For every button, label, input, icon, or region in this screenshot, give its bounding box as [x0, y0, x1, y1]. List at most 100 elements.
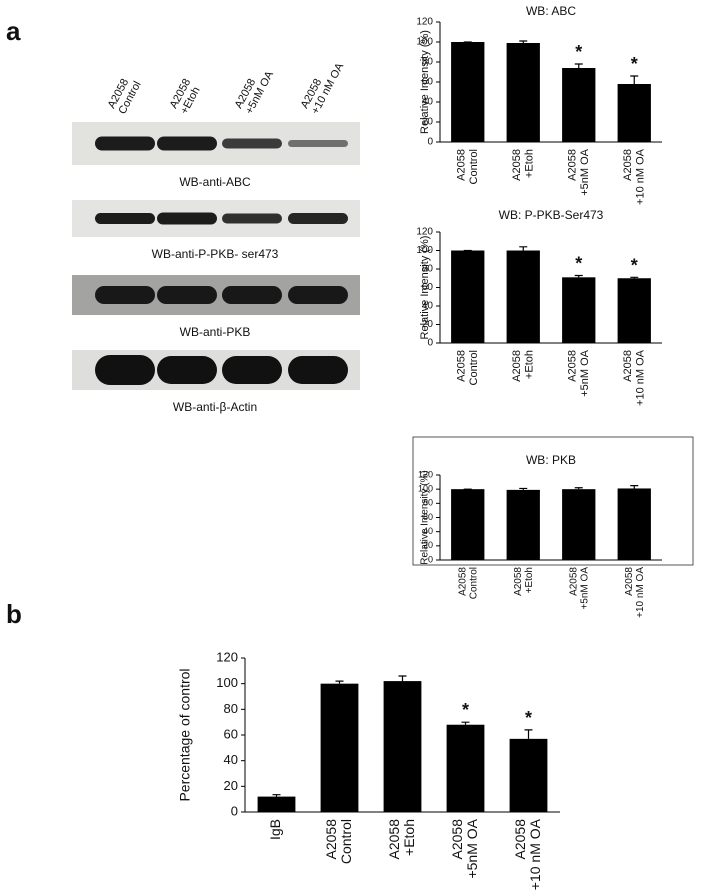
- x-tick-label: A2058Control: [456, 350, 480, 385]
- error-bar: [630, 276, 639, 279]
- x-tick-label: IgB: [267, 819, 283, 840]
- blot-band: [157, 212, 217, 225]
- x-tick-label: A2058Control: [456, 149, 480, 184]
- error-bar: [630, 485, 639, 489]
- x-tick-label: A2058Control: [457, 567, 479, 600]
- x-tick-label-group: A2058+10 nM OA: [623, 567, 645, 618]
- y-tick-label: 100: [418, 484, 433, 494]
- x-tick-label-group: IgB: [267, 819, 283, 840]
- blot-band: [157, 356, 217, 384]
- x-tick-label: A2058+10 nM OA: [622, 349, 646, 406]
- error-bar: [461, 721, 470, 725]
- error-bar: [335, 680, 344, 684]
- y-tick-label: 0: [427, 137, 433, 148]
- error-bar: [398, 675, 407, 682]
- y-tick-label: 80: [224, 701, 238, 716]
- significance-mark: *: [631, 54, 638, 74]
- x-tick-label-group: A2058+Etoh: [511, 350, 535, 382]
- x-tick-label: A2058+Etoh: [512, 567, 534, 596]
- y-tick-label: 40: [422, 97, 434, 108]
- x-tick-label-group: A2058Control: [323, 819, 354, 864]
- x-tick-label: A2058+5nM OA: [449, 818, 480, 878]
- blot-band: [95, 213, 155, 224]
- bar: [562, 68, 596, 142]
- bar: [451, 489, 485, 560]
- y-tick-label: 60: [422, 282, 434, 293]
- y-tick-label: 60: [422, 77, 434, 88]
- bar: [506, 489, 540, 560]
- y-axis-label: Relative Intensity (%): [419, 236, 431, 340]
- x-tick-label: A2058+5nM OA: [567, 148, 591, 195]
- panel-label: b: [6, 599, 22, 629]
- x-tick-label: A2058+5nM OA: [568, 567, 590, 610]
- y-tick-label: 120: [418, 469, 433, 479]
- x-tick-label: A2058+5nM OA: [567, 349, 591, 396]
- error-bar: [519, 40, 528, 43]
- significance-mark: *: [525, 708, 532, 728]
- blot-band: [95, 355, 155, 385]
- x-tick-label-group: A2058+10 nM OA: [622, 349, 646, 406]
- error-bar: [574, 274, 583, 278]
- y-tick-label: 100: [216, 675, 238, 690]
- y-tick-label: 20: [422, 117, 434, 128]
- error-bar: [630, 75, 639, 84]
- error-bar: [272, 794, 281, 797]
- y-tick-label: 60: [423, 512, 433, 522]
- chart-frame: [412, 436, 694, 566]
- error-bar: [574, 63, 583, 68]
- y-tick-label: 40: [224, 752, 238, 767]
- x-tick-label-group: A2058+Etoh: [386, 819, 417, 860]
- y-tick-label: 40: [423, 526, 433, 536]
- blot-label: WB-anti-ABC: [179, 175, 251, 189]
- x-tick-label: A2058+Etoh: [511, 149, 535, 181]
- bar: [617, 488, 651, 560]
- bar: [383, 681, 422, 812]
- bar: [257, 796, 296, 812]
- y-tick-label: 20: [422, 319, 434, 330]
- significance-mark: *: [631, 255, 638, 275]
- y-tick-label: 120: [416, 227, 433, 238]
- x-tick-label-group: A2058Control: [456, 149, 480, 184]
- x-tick-label-group: A2058+Etoh: [512, 567, 534, 596]
- chart-title: WB: ABC: [526, 4, 576, 18]
- x-tick-label: A2058+Etoh: [386, 819, 417, 860]
- blot-band: [288, 356, 348, 384]
- blot-band: [95, 286, 155, 304]
- error-bar: [519, 487, 528, 490]
- y-axis-label: Relative Intensity (%): [420, 470, 431, 564]
- bar: [509, 738, 548, 812]
- y-tick-label: 20: [423, 540, 433, 550]
- y-tick-label: 0: [231, 803, 238, 818]
- bar: [617, 278, 651, 343]
- y-tick-label: 100: [416, 245, 433, 256]
- x-tick-label-group: A2058+5nM OA: [567, 349, 591, 396]
- x-tick-label: A2058Control: [323, 819, 354, 864]
- y-tick-label: 100: [416, 37, 433, 48]
- bar: [506, 250, 540, 343]
- x-tick-label-group: A2058+5nM OA: [567, 148, 591, 195]
- blot-band: [95, 136, 155, 151]
- bar: [562, 489, 596, 560]
- panel-label: a: [6, 16, 21, 46]
- error-bar: [574, 487, 583, 490]
- x-tick-label-group: A2058Control: [457, 567, 479, 600]
- blot-label: WB-anti-β-Actin: [173, 400, 257, 414]
- y-tick-label: 120: [216, 649, 238, 664]
- y-tick-label: 20: [224, 778, 238, 793]
- blot-label: WB-anti-P-PKB- ser473: [152, 247, 279, 261]
- significance-mark: *: [575, 253, 582, 273]
- x-tick-label-group: A2058+5nM OA: [449, 818, 480, 878]
- y-axis-label: Relative Intensity (%): [419, 30, 431, 134]
- x-tick-label-group: A2058+10 nM OA: [622, 148, 646, 205]
- x-tick-label-group: A2058Control: [456, 350, 480, 385]
- x-tick-label: A2058+Etoh: [511, 350, 535, 382]
- y-tick-label: 60: [224, 726, 238, 741]
- bar: [320, 683, 359, 812]
- bar: [506, 43, 540, 142]
- x-tick-label-group: A2058+5nM OA: [568, 567, 590, 610]
- y-tick-label: 120: [416, 17, 433, 28]
- x-tick-label: A2058+10 nM OA: [622, 148, 646, 205]
- y-tick-label: 80: [422, 57, 434, 68]
- y-tick-label: 40: [422, 301, 434, 312]
